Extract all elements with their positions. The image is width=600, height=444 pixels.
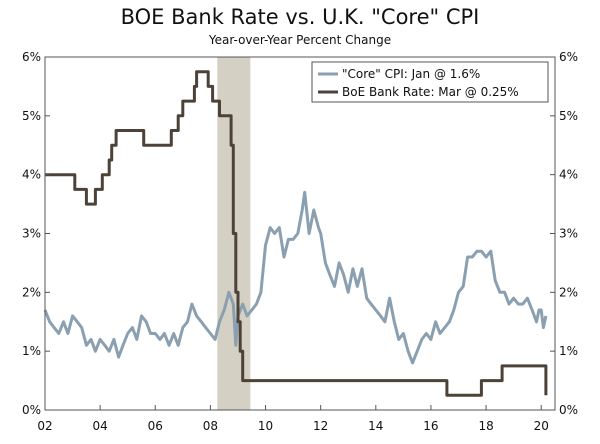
y-tick-label-right: 0% (559, 403, 578, 417)
x-tick-label: 16 (423, 419, 438, 433)
x-tick-label: 02 (37, 419, 52, 433)
legend-box (311, 61, 549, 103)
y-tick-label-right: 4% (559, 168, 578, 182)
y-tick-label-right: 5% (559, 109, 578, 123)
plot-frame (44, 56, 556, 411)
chart-title: BOE Bank Rate vs. U.K. "Core" CPI (120, 5, 480, 29)
y-tick-label-left: 5% (22, 109, 41, 123)
x-tick-label: 14 (368, 419, 383, 433)
x-tick-label: 08 (203, 419, 218, 433)
y-tick-label-left: 6% (22, 50, 41, 64)
chart-subtitle: Year-over-Year Percent Change (208, 33, 392, 47)
y-tick-label-right: 6% (559, 50, 578, 64)
x-tick-label: 06 (148, 419, 163, 433)
series-layer (43, 70, 548, 397)
legend-label-core-cpi: "Core" CPI: Jan @ 1.6% (342, 67, 480, 81)
x-tick-label: 12 (313, 419, 328, 433)
y-tick-label-right: 2% (559, 285, 578, 299)
x-tick-label: 20 (534, 419, 549, 433)
y-tick-label-right: 3% (559, 227, 578, 241)
series-line-bank-rate (45, 70, 548, 397)
y-tick-label-left: 4% (22, 168, 41, 182)
series-line-core-cpi (43, 190, 548, 365)
x-tick-label: 10 (258, 419, 273, 433)
y-tick-label-right: 1% (559, 344, 578, 358)
x-tick-label: 04 (92, 419, 107, 433)
y-tick-label-left: 3% (22, 227, 41, 241)
legend: "Core" CPI: Jan @ 1.6% BoE Bank Rate: Ma… (311, 61, 549, 103)
y-tick-label-left: 0% (22, 403, 41, 417)
x-tick-label: 18 (478, 419, 493, 433)
legend-label-bank-rate: BoE Bank Rate: Mar @ 0.25% (342, 85, 519, 99)
y-tick-label-left: 1% (22, 344, 41, 358)
y-tick-label-left: 2% (22, 285, 41, 299)
axes-layer: 0% 0% 1% 1% 2% 2% 3% 3% 4% 4% 5% 5% 6% 6% 02 04 06 08 10 12… (22, 50, 578, 433)
